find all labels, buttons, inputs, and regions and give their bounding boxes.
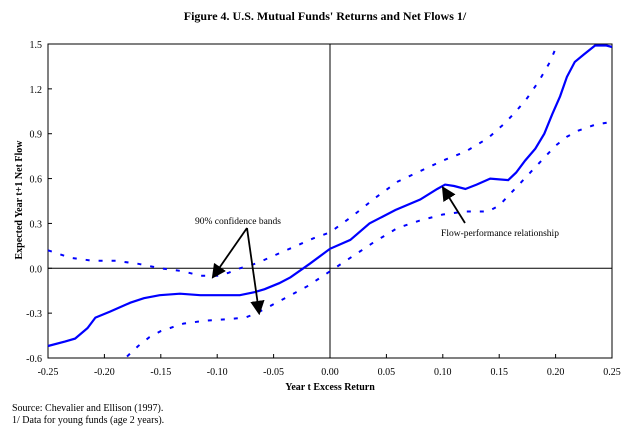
upper-confidence-band [47, 48, 557, 277]
axes: 1.5 1.2 0.9 0.6 0.3 0.0 -0.3 -0.6 -0.25 -0.20 -0.1… [26, 40, 621, 378]
y-tick-label: 1.2 [30, 85, 43, 96]
y-tick-label: 0.6 [30, 175, 43, 186]
x-tick-label: -0.15 [150, 367, 171, 378]
y-tick-label: -0.6 [26, 354, 42, 365]
x-tick-label: 0.00 [321, 367, 339, 378]
y-tick-label: 0.3 [30, 219, 43, 230]
flow-performance-line [47, 44, 613, 348]
x-tick-label: 0.20 [547, 367, 565, 378]
y-tick-label: 1.5 [30, 40, 43, 51]
x-tick-label: 0.15 [490, 367, 508, 378]
arrow-to-upper-band [211, 227, 248, 279]
annotation-confidence-bands: 90% confidence bands [195, 216, 281, 227]
lower-confidence-band [126, 120, 613, 358]
y-tick-label: -0.3 [26, 309, 42, 320]
x-tick-label: -0.25 [38, 367, 59, 378]
arrow-to-flow-line [441, 185, 466, 224]
y-axis-label: Expected Year t+1 Net Flow [14, 140, 25, 260]
x-tick-label: -0.10 [207, 367, 228, 378]
y-tick-label: 0.9 [30, 130, 43, 141]
footnote: 1/ Data for young funds (age 2 years). [12, 415, 165, 426]
series-layer [47, 44, 613, 358]
x-tick-label: 0.10 [434, 367, 452, 378]
arrow-to-lower-band [246, 227, 265, 316]
source-note: Source: Chevalier and Ellison (1997). [12, 403, 164, 414]
x-tick-label: 0.25 [603, 367, 621, 378]
x-tick-label: -0.20 [94, 367, 115, 378]
chart-title: Figure 4. U.S. Mutual Funds' Returns and… [184, 9, 467, 23]
x-axis-label: Year t Excess Return [285, 382, 375, 393]
annotations-layer: 90% confidence bands Flow-performance rel… [195, 185, 559, 316]
x-tick-label: -0.05 [263, 367, 284, 378]
annotation-flow-performance: Flow-performance relationship [441, 228, 559, 239]
y-tick-label: 0.0 [30, 264, 43, 275]
x-tick-label: 0.05 [378, 367, 396, 378]
